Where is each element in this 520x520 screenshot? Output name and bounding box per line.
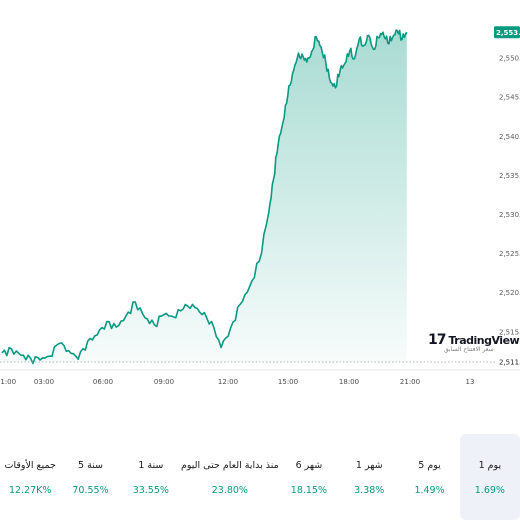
tradingview-logo-icon: 17 (428, 332, 447, 348)
current-price-label: 2,553.29 (496, 29, 520, 37)
x-tick-label: 21:00 (400, 378, 420, 386)
period-tab-ytd[interactable]: منذ بداية العام حتى اليوم 23.80% (181, 434, 279, 520)
period-change: 12.27K% (8, 485, 52, 496)
y-tick-label: 2,525.00 (499, 250, 520, 258)
period-label: 6 شهر (295, 460, 323, 471)
y-tick-label: 2,515.00 (499, 328, 520, 336)
period-label: 1 سنة (138, 460, 164, 471)
x-tick-label: 03:00 (34, 378, 54, 386)
y-tick-label: 2,540.00 (499, 133, 520, 141)
price-area-fill (2, 30, 407, 364)
y-tick-label: 2,550.00 (499, 55, 520, 63)
watermark-subtitle: سعر الافتتاح السابق (444, 346, 494, 353)
period-change: 1.49% (414, 485, 445, 496)
y-tick-label: 2,545.00 (499, 94, 520, 102)
period-tab-all[interactable]: جميع الأوقات 12.27K% (0, 434, 60, 520)
period-tab-1d[interactable]: 1 يوم 1.69% (459, 434, 520, 520)
tradingview-watermark[interactable]: 17 TradingView سعر الافتتاح السابق (428, 332, 520, 354)
period-tab-5y[interactable]: 5 سنة 70.55% (60, 434, 120, 520)
period-tab-1y[interactable]: 1 سنة 33.55% (121, 434, 181, 520)
base-price-tag (497, 356, 520, 368)
period-change: 33.55% (132, 485, 169, 496)
period-change: 23.80% (211, 485, 248, 496)
y-tick-label: 2,535.00 (499, 172, 520, 180)
period-label: جميع الأوقات (4, 460, 56, 471)
price-chart-svg: 2,515.00 2,520.00 2,525.00 2,530.00 2,535.00… (0, 26, 520, 386)
price-chart[interactable]: 2,515.00 2,520.00 2,525.00 2,530.00 2,535.00… (0, 0, 520, 400)
y-tick-label: 2,520.00 (499, 289, 520, 297)
period-tab-6m[interactable]: 6 شهر 18.15% (279, 434, 339, 520)
period-tab-1m[interactable]: 1 شهر 3.38% (339, 434, 399, 520)
period-label: 1 يوم (478, 460, 502, 471)
current-price-tag (494, 26, 520, 39)
x-tick-label: 12:00 (218, 378, 238, 386)
period-change: 1.69% (474, 485, 505, 496)
period-selector: 1 يوم 1.69% 5 يوم 1.49% 1 شهر 3.38% 6 شه… (0, 434, 520, 520)
period-change: 70.55% (72, 485, 109, 496)
watermark-row: 17 TradingView (428, 332, 520, 348)
period-change: 18.15% (290, 485, 328, 496)
x-tick-label: 18:00 (339, 378, 359, 386)
tradingview-name: TradingView (448, 333, 520, 347)
period-tab-5d[interactable]: 5 يوم 1.49% (399, 434, 459, 520)
base-price-label: 2,511.14 (499, 359, 520, 367)
x-tick-label: 01:00 (0, 378, 16, 386)
period-change: 3.38% (354, 485, 385, 496)
y-tick-label: 2,530.00 (499, 211, 520, 219)
period-label: منذ بداية العام حتى اليوم (180, 460, 279, 471)
x-tick-label: 09:00 (154, 378, 174, 386)
x-tick-label: 15:00 (278, 378, 298, 386)
x-tick-label: 06:00 (93, 378, 113, 386)
period-label: 5 سنة (78, 460, 103, 471)
x-tick-label: 13 (466, 378, 475, 386)
period-label: 1 شهر (355, 460, 383, 471)
price-line (1, 29, 408, 365)
period-label: 5 يوم (418, 460, 441, 471)
